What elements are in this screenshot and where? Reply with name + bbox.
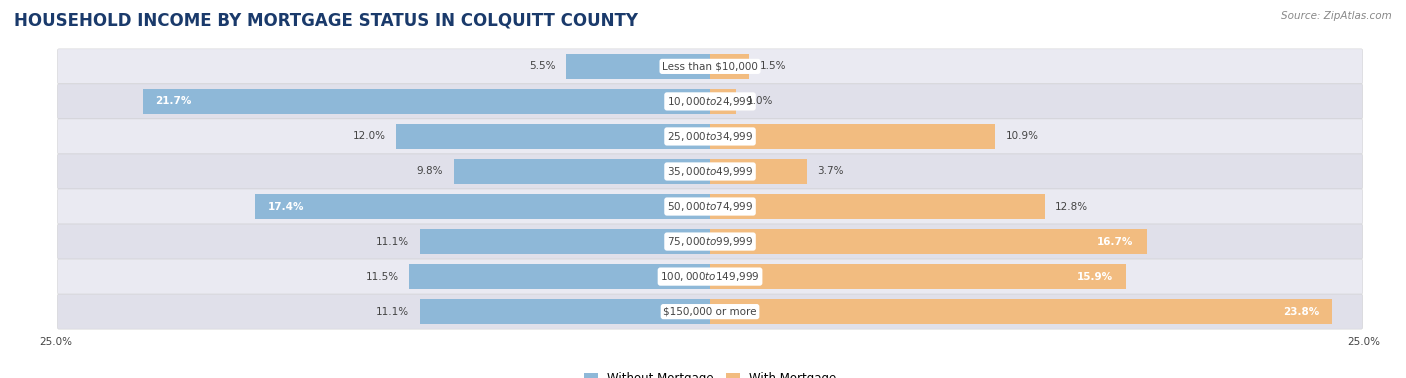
Bar	[420, 299, 710, 324]
Text: $25,000 to $34,999: $25,000 to $34,999	[666, 130, 754, 143]
Text: Source: ZipAtlas.com: Source: ZipAtlas.com	[1281, 11, 1392, 21]
Text: 9.8%: 9.8%	[416, 166, 443, 177]
Bar	[567, 54, 710, 79]
Text: 11.1%: 11.1%	[377, 237, 409, 246]
Text: 21.7%: 21.7%	[156, 96, 193, 107]
FancyBboxPatch shape	[58, 49, 1362, 84]
Text: 12.0%: 12.0%	[353, 132, 385, 141]
Text: 1.0%: 1.0%	[747, 96, 773, 107]
FancyBboxPatch shape	[58, 224, 1362, 259]
Text: $75,000 to $99,999: $75,000 to $99,999	[666, 235, 754, 248]
Bar	[710, 54, 749, 79]
Bar	[409, 264, 710, 289]
Text: 17.4%: 17.4%	[269, 201, 305, 212]
Text: HOUSEHOLD INCOME BY MORTGAGE STATUS IN COLQUITT COUNTY: HOUSEHOLD INCOME BY MORTGAGE STATUS IN C…	[14, 11, 638, 29]
FancyBboxPatch shape	[58, 294, 1362, 329]
Text: 10.9%: 10.9%	[1005, 132, 1039, 141]
FancyBboxPatch shape	[58, 154, 1362, 189]
Bar	[396, 124, 710, 149]
Text: 11.1%: 11.1%	[377, 307, 409, 317]
Bar	[710, 229, 1147, 254]
Text: $10,000 to $24,999: $10,000 to $24,999	[666, 95, 754, 108]
FancyBboxPatch shape	[58, 119, 1362, 154]
Bar	[420, 229, 710, 254]
Bar	[142, 89, 710, 114]
FancyBboxPatch shape	[58, 259, 1362, 294]
Text: 23.8%: 23.8%	[1284, 307, 1319, 317]
Text: 15.9%: 15.9%	[1077, 271, 1112, 282]
Bar	[254, 194, 710, 219]
Text: $100,000 to $149,999: $100,000 to $149,999	[661, 270, 759, 283]
Bar	[710, 159, 807, 184]
Bar	[710, 124, 995, 149]
Text: Less than $10,000: Less than $10,000	[662, 61, 758, 71]
Text: 12.8%: 12.8%	[1056, 201, 1088, 212]
Bar	[710, 194, 1045, 219]
Bar	[710, 299, 1333, 324]
Bar	[454, 159, 710, 184]
Bar	[710, 264, 1126, 289]
Bar	[710, 89, 737, 114]
Text: $35,000 to $49,999: $35,000 to $49,999	[666, 165, 754, 178]
Text: 3.7%: 3.7%	[817, 166, 844, 177]
FancyBboxPatch shape	[58, 84, 1362, 119]
Text: $50,000 to $74,999: $50,000 to $74,999	[666, 200, 754, 213]
Text: 5.5%: 5.5%	[529, 61, 555, 71]
Text: 1.5%: 1.5%	[759, 61, 786, 71]
FancyBboxPatch shape	[58, 189, 1362, 224]
Legend: Without Mortgage, With Mortgage: Without Mortgage, With Mortgage	[579, 367, 841, 378]
Text: 16.7%: 16.7%	[1097, 237, 1133, 246]
Text: $150,000 or more: $150,000 or more	[664, 307, 756, 317]
Text: 11.5%: 11.5%	[366, 271, 399, 282]
